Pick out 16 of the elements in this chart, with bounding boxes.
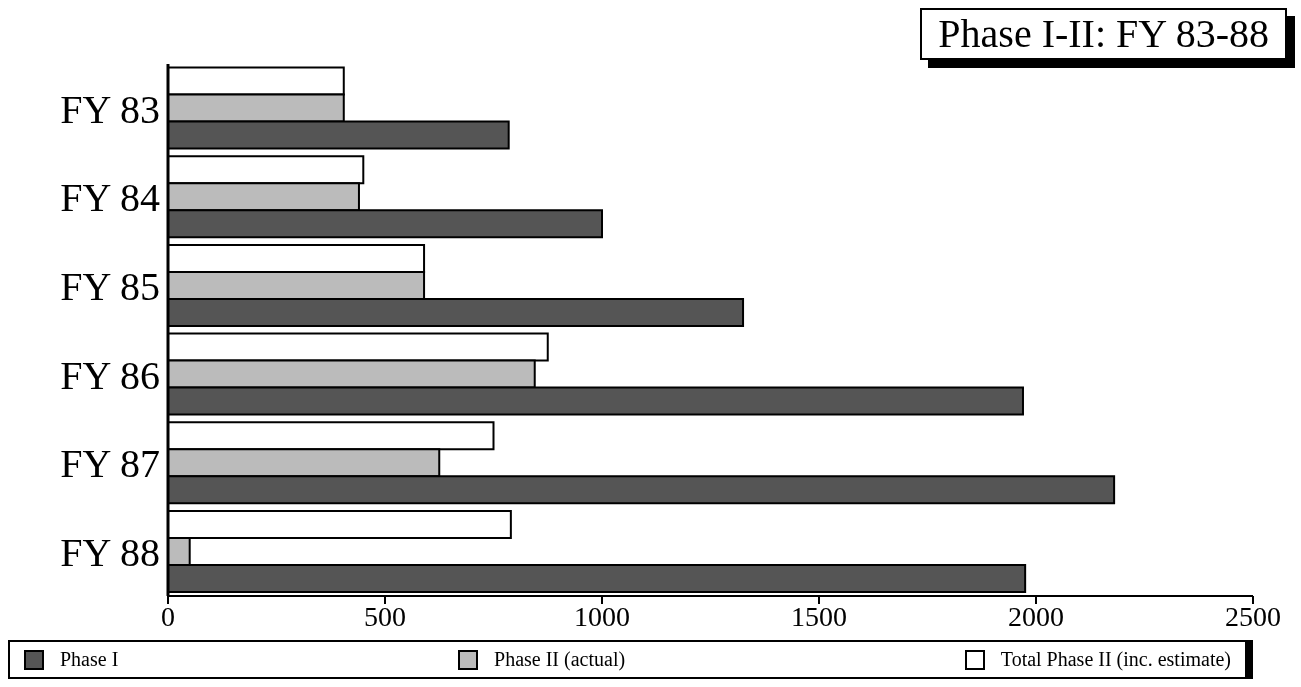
x-tick-label: 500 <box>364 600 406 632</box>
y-tick-label: FY 86 <box>60 352 160 398</box>
x-tick-label: 0 <box>161 600 175 632</box>
y-tick-label: FY 88 <box>60 529 160 575</box>
y-tick-label: FY 85 <box>60 263 160 309</box>
legend-label: Total Phase II (inc. estimate) <box>1000 648 1231 671</box>
y-tick-label: FY 87 <box>60 441 160 487</box>
legend-label: Phase I <box>60 648 119 671</box>
legend-label: Phase II (actual) <box>494 648 626 671</box>
x-tick-label: 1500 <box>791 600 847 632</box>
chart-title: Phase I-II: FY 83-88 <box>920 8 1287 60</box>
y-tick-label: FY 84 <box>60 175 160 221</box>
y-tick-label: FY 83 <box>60 86 160 132</box>
x-tick-label: 1000 <box>574 600 630 632</box>
x-tick-label: 2500 <box>1225 600 1281 632</box>
x-tick-label: 2000 <box>1008 600 1064 632</box>
